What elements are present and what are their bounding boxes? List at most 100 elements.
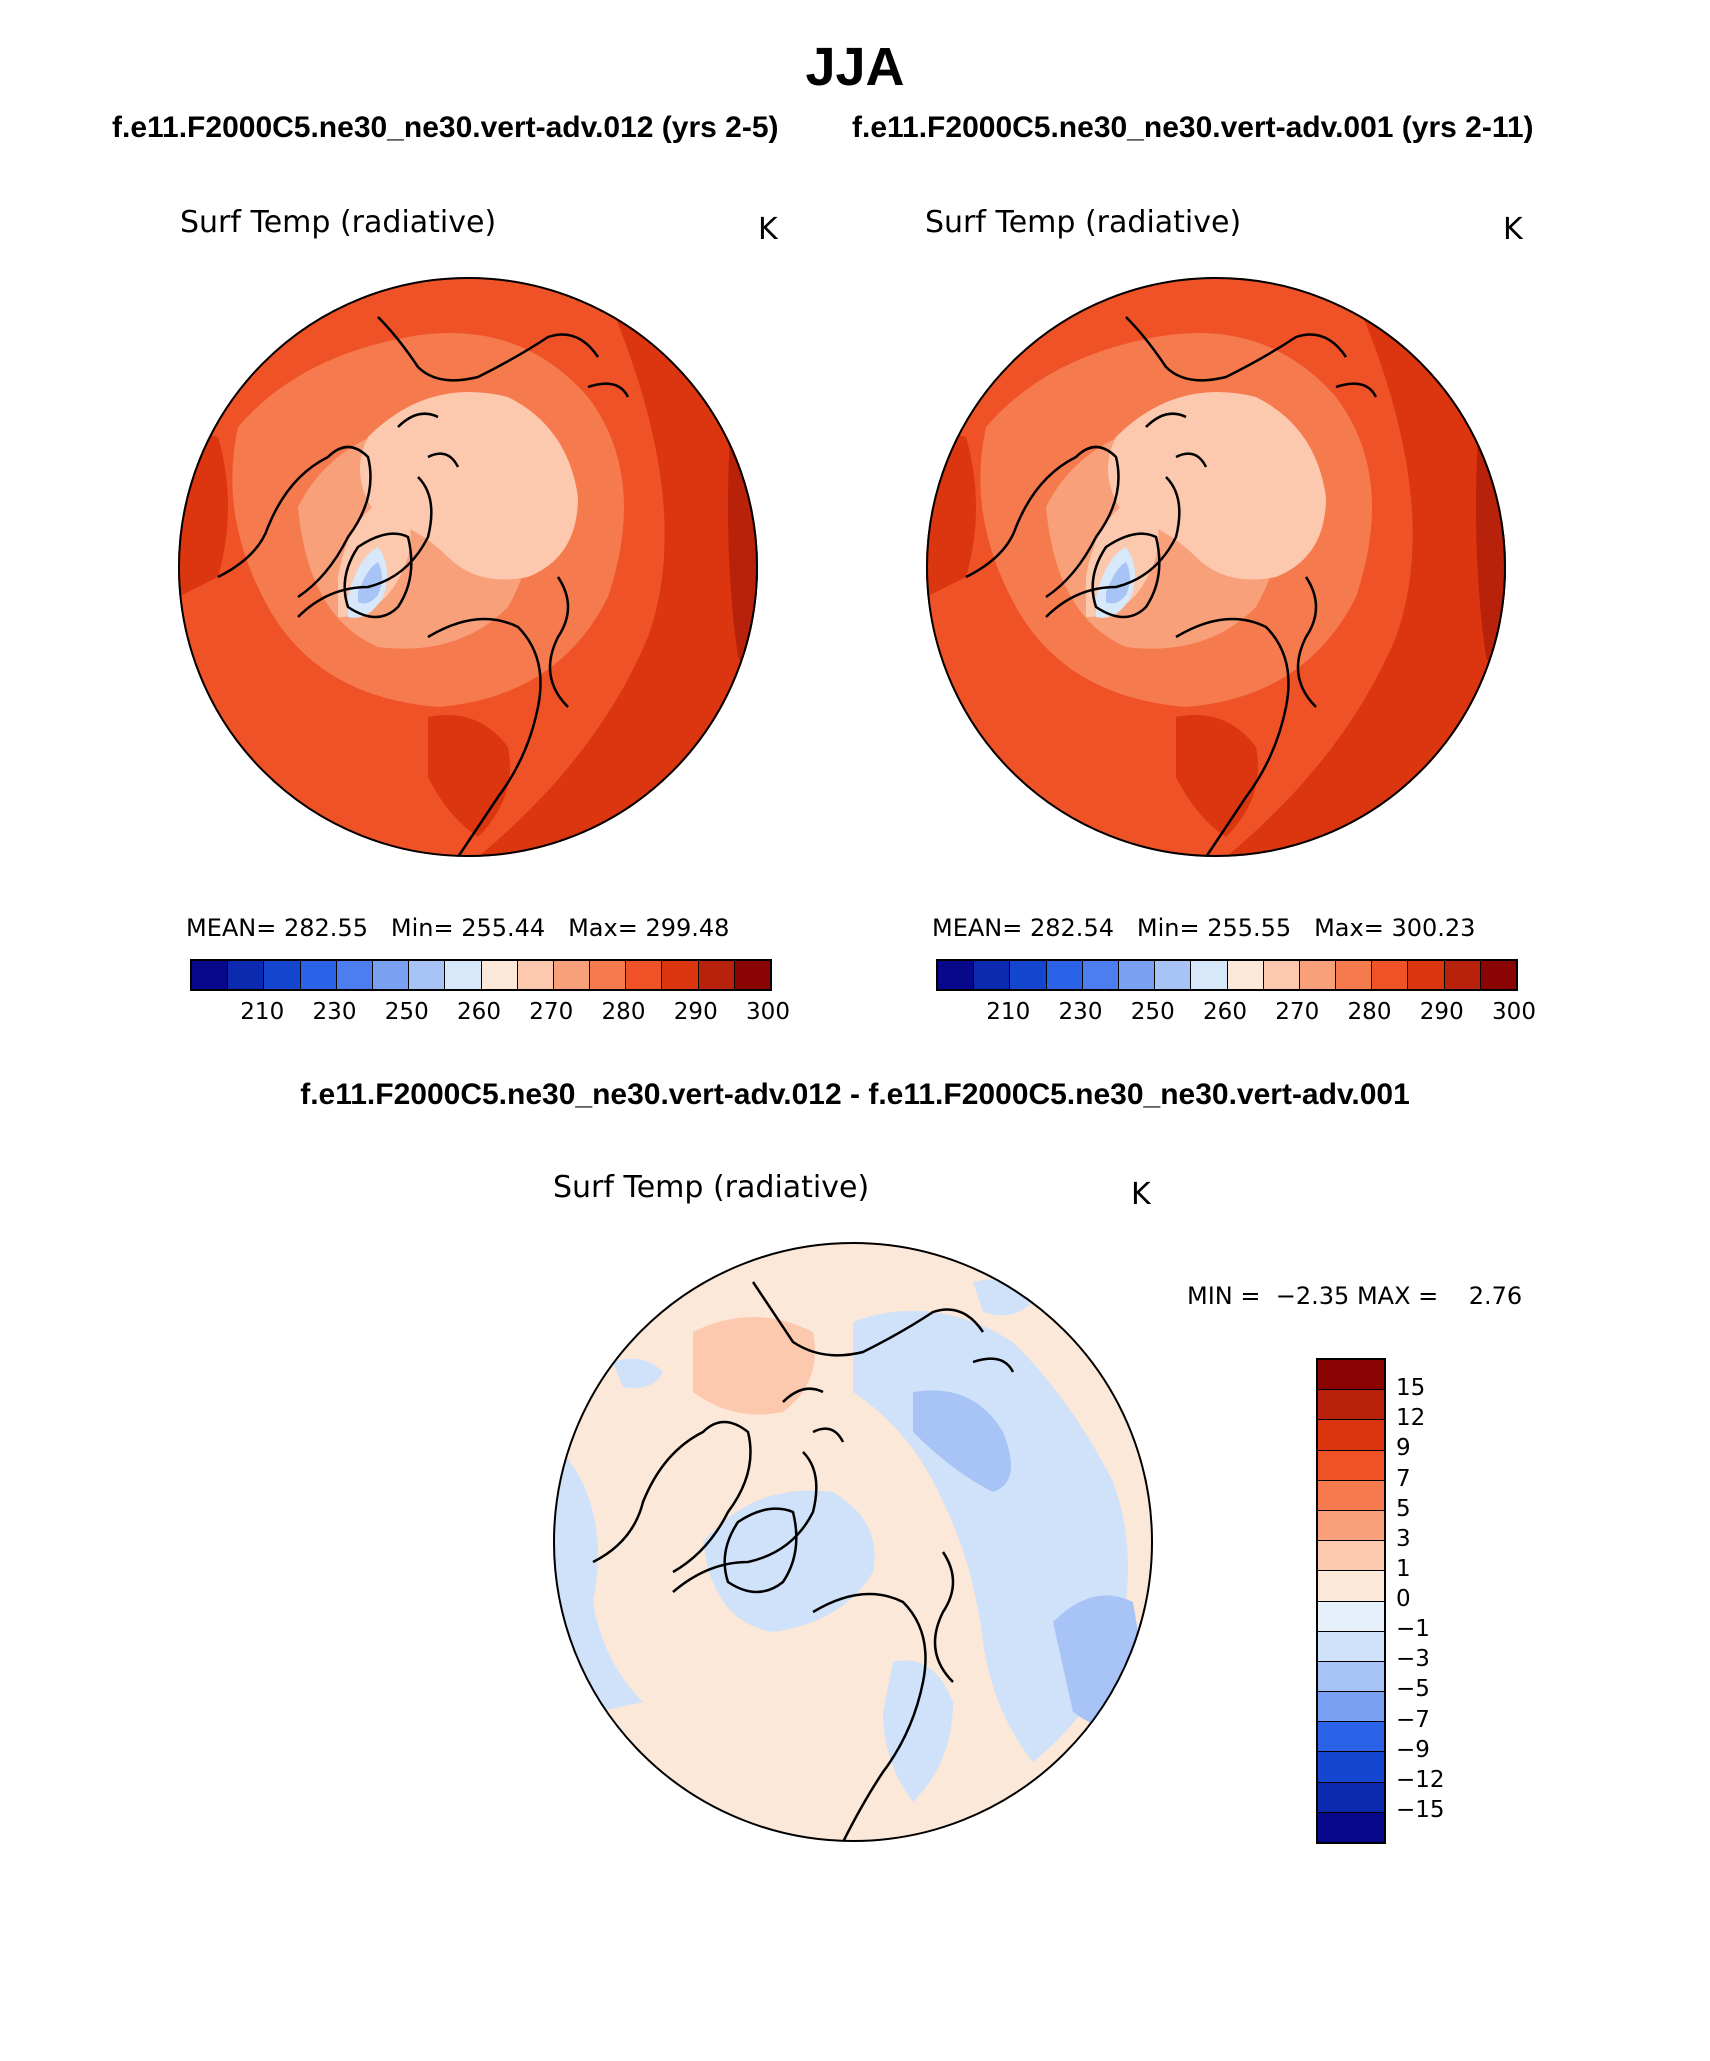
diff-max-value: 2.76 [1468, 1282, 1523, 1310]
diff-colorbar-box [1318, 1722, 1384, 1753]
panel2-colorbar-box [1118, 961, 1156, 989]
panel2-colorbar-box [1155, 961, 1192, 989]
panel2-colorbar-box [1480, 961, 1516, 989]
panel2-min-value: 255.55 [1207, 914, 1292, 942]
diff-polar-map [553, 1242, 1153, 1842]
panel1-colorbar-tick-label: 280 [601, 999, 646, 1025]
panel2-colorbar-box [1408, 961, 1445, 989]
panel2-colorbar-box [1191, 961, 1228, 989]
panel1-colorbar-tick-label: 260 [457, 999, 501, 1025]
panel2-variable-label: Surf Temp (radiative) [925, 205, 1242, 240]
case-title-left: f.e11.F2000C5.ne30_ne30.vert-adv.012 (yr… [112, 111, 779, 144]
diff-colorbar-box [1318, 1782, 1384, 1813]
panel1-max-value: 299.48 [645, 914, 730, 942]
panel2-colorbar-box [1372, 961, 1409, 989]
panel1-colorbar-box [698, 961, 735, 989]
panel1-colorbar-tick-label: 300 [746, 999, 790, 1025]
panel1-units-label: K [758, 212, 778, 247]
diff-stats: MIN = −2.35 MAX = 2.76 [1187, 1281, 1522, 1311]
diff-colorbar-box [1318, 1661, 1384, 1693]
diff-colorbar-box [1318, 1692, 1384, 1723]
diff-colorbar-box [1318, 1812, 1384, 1842]
panel2-colorbar-ticks: 210 230 250 260 270 280 290 300 [936, 998, 1536, 1028]
panel2-colorbar-box [1444, 961, 1481, 989]
panel2-colorbar-tick-label: 210 [986, 999, 1031, 1025]
panel2-mean-label: MEAN= [932, 914, 1023, 942]
diff-colorbar-tick-label: 3 [1396, 1525, 1411, 1552]
panel1-colorbar-tick-label: 230 [312, 999, 357, 1025]
diff-units-label: K [1131, 1177, 1151, 1212]
panel2-colorbar-box [938, 961, 975, 989]
panel1-colorbar-box [734, 961, 770, 989]
panel1-colorbar-box [192, 961, 229, 989]
panel1-mean-label: MEAN= [186, 914, 277, 942]
diff-colorbar-tick-label: −12 [1396, 1766, 1445, 1793]
diff-min-label: MIN = [1187, 1282, 1261, 1310]
panel2-colorbar-box [1082, 961, 1119, 989]
diff-colorbar-box [1318, 1510, 1384, 1542]
panel2-colorbar-tick-label: 230 [1058, 999, 1103, 1025]
panel1-min-label: Min= [390, 914, 454, 942]
panel1-colorbar-box [662, 961, 699, 989]
panel1-min-value: 255.44 [461, 914, 546, 942]
panel2-colorbar-box [1227, 961, 1264, 989]
diff-colorbar-tick-label: 9 [1396, 1435, 1411, 1462]
diff-min-value: −2.35 [1275, 1282, 1350, 1310]
panel1-polar-map [178, 277, 758, 857]
case-title-right: f.e11.F2000C5.ne30_ne30.vert-adv.001 (yr… [852, 111, 1534, 144]
diff-colorbar-tick-label: −5 [1396, 1676, 1430, 1703]
diff-colorbar-box [1318, 1390, 1384, 1421]
diff-variable-label: Surf Temp (radiative) [553, 1170, 870, 1205]
panel2-colorbar-tick-label: 290 [1419, 999, 1464, 1025]
panel2-mean-value: 282.54 [1030, 914, 1114, 942]
diff-colorbar-box [1318, 1571, 1384, 1602]
diff-colorbar-tick-label: −1 [1396, 1616, 1430, 1643]
panel2-max-label: Max= [1314, 914, 1384, 942]
diff-colorbar-box [1318, 1450, 1384, 1481]
panel1-variable-label: Surf Temp (radiative) [180, 205, 497, 240]
panel1-colorbar-box [445, 961, 482, 989]
diff-title: f.e11.F2000C5.ne30_ne30.vert-adv.012 - f… [300, 1078, 1410, 1111]
panel1-colorbar-box [372, 961, 410, 989]
panel2-colorbar [936, 959, 1518, 991]
diff-colorbar-tick-label: −15 [1396, 1796, 1445, 1823]
panel1-colorbar-tick-label: 210 [240, 999, 285, 1025]
panel2-units-label: K [1503, 212, 1523, 247]
panel1-colorbar-tick-label: 290 [673, 999, 718, 1025]
panel1-mean-value: 282.55 [284, 914, 368, 942]
diff-colorbar-tick-label: −9 [1396, 1736, 1430, 1763]
diff-colorbar-tick-label: 1 [1396, 1555, 1411, 1582]
panel2-colorbar-tick-label: 280 [1347, 999, 1392, 1025]
panel2-stats: MEAN= 282.54 Min= 255.55 Max= 300.23 [932, 913, 1475, 943]
panel1-colorbar-box [517, 961, 554, 989]
panel2-colorbar-tick-label: 270 [1275, 999, 1320, 1025]
panel2-colorbar-tick-label: 250 [1130, 999, 1175, 1025]
panel1-colorbar-tick-label: 270 [529, 999, 574, 1025]
panel2-polar-map [926, 277, 1506, 857]
panel1-colorbar-box [264, 961, 301, 989]
panel1-colorbar-box [300, 961, 337, 989]
panel1-colorbar-box [409, 961, 446, 989]
diff-colorbar-tick-label: −7 [1396, 1706, 1430, 1733]
panel2-colorbar-box [974, 961, 1011, 989]
diff-max-label: MAX = [1356, 1282, 1439, 1310]
diff-colorbar-ticks: 15 12 9 7 5 3 1 0 −1 −3 −5 −7 −9 −12 −15 [1396, 1358, 1506, 1844]
diff-colorbar-tick-label: 5 [1396, 1495, 1411, 1522]
page-title: JJA [805, 37, 905, 97]
diff-colorbar-box [1318, 1541, 1384, 1572]
diff-colorbar-box [1318, 1420, 1384, 1451]
diff-colorbar-box [1318, 1631, 1384, 1662]
diff-colorbar [1316, 1358, 1386, 1844]
diff-colorbar-tick-label: 15 [1396, 1375, 1426, 1402]
panel1-stats: MEAN= 282.55 Min= 255.44 Max= 299.48 [186, 913, 729, 943]
panel2-colorbar-tick-label: 300 [1492, 999, 1536, 1025]
diff-colorbar-box [1318, 1752, 1384, 1783]
diff-colorbar-tick-label: 12 [1396, 1405, 1426, 1432]
panel1-colorbar-box [626, 961, 663, 989]
panel2-colorbar-tick-label: 260 [1203, 999, 1247, 1025]
panel2-colorbar-box [1299, 961, 1337, 989]
panel1-max-label: Max= [568, 914, 638, 942]
panel2-colorbar-box [1010, 961, 1047, 989]
panel2-colorbar-box [1336, 961, 1373, 989]
diff-colorbar-tick-label: 0 [1396, 1586, 1411, 1612]
